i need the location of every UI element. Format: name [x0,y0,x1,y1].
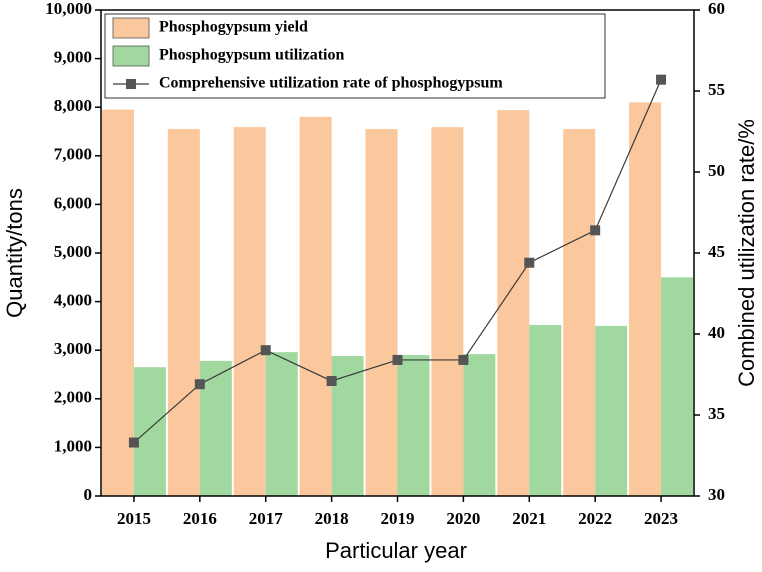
y-tick-label: 1,000 [54,436,92,455]
y2-tick-label: 50 [708,161,725,180]
legend-label: Phosphogypsum yield [159,19,308,36]
marker [656,74,667,85]
marker [590,225,601,236]
bar [463,354,496,496]
bar [265,352,298,496]
marker [392,354,403,365]
y2-tick-label: 45 [708,242,725,261]
x-tick-label: 2023 [644,509,678,528]
marker [458,354,469,365]
x-axis-title: Particular year [325,538,467,563]
x-tick-label: 2017 [249,509,284,528]
bar [167,129,200,496]
y-tick-label: 7,000 [54,145,92,164]
y2-tick-label: 40 [708,323,725,342]
bar [397,355,430,496]
y-tick-label: 4,000 [54,291,92,310]
y-tick-label: 0 [84,485,93,504]
bar [133,367,166,496]
marker [326,375,337,386]
y-tick-label: 5,000 [54,242,92,261]
legend-swatch [126,79,136,89]
bar [563,129,596,496]
x-tick-label: 2016 [183,509,217,528]
legend-swatch [112,45,150,67]
x-tick-label: 2019 [381,509,415,528]
y2-tick-label: 55 [708,80,725,99]
y-tick-label: 10,000 [45,0,92,18]
bar [595,325,628,496]
x-tick-label: 2021 [512,509,546,528]
bar [431,127,464,496]
bar [365,129,398,496]
y2-tick-label: 60 [708,0,725,18]
marker [260,345,271,356]
bar [629,102,662,496]
bar [529,324,562,496]
bar [199,360,232,496]
x-tick-label: 2018 [315,509,349,528]
bar [101,109,134,496]
marker [524,257,535,268]
bar [233,127,266,496]
y-tick-label: 2,000 [54,388,92,407]
legend-swatch [112,17,150,39]
bar [299,116,332,497]
x-tick-label: 2020 [446,509,480,528]
bar [661,277,694,496]
marker [128,437,139,448]
x-tick-label: 2022 [578,509,612,528]
marker [194,379,205,390]
y-tick-label: 9,000 [54,48,92,67]
x-tick-label: 2015 [117,509,151,528]
y-axis-title: Quantity/tons [2,188,27,318]
y2-axis-title: Combined utilization rate/% [734,119,759,387]
legend-label: Phosphogypsum utilization [159,47,344,64]
y2-tick-label: 35 [708,404,725,423]
y-tick-label: 8,000 [54,96,92,115]
legend-label: Comprehensive utilization rate of phosph… [159,75,503,92]
y-tick-label: 6,000 [54,193,92,212]
legend-box [104,13,606,99]
y-tick-label: 3,000 [54,339,92,358]
y2-tick-label: 30 [708,485,725,504]
